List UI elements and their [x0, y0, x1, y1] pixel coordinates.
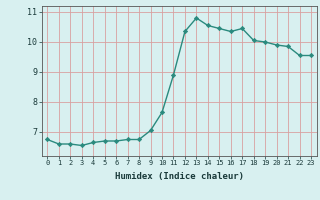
X-axis label: Humidex (Indice chaleur): Humidex (Indice chaleur) — [115, 172, 244, 181]
